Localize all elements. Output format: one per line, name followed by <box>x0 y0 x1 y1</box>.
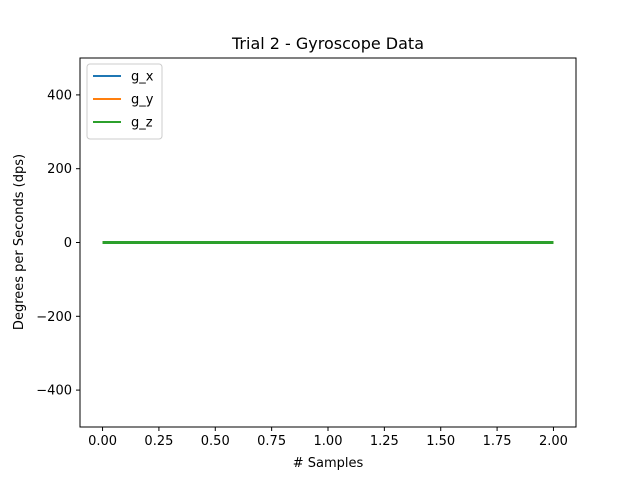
x-tick-label: 1.50 <box>426 434 455 449</box>
chart-title: Trial 2 - Gyroscope Data <box>231 34 424 53</box>
legend: g_x g_y g_z <box>86 63 163 140</box>
x-axis-ticks: 0.00 0.25 0.50 0.75 1.00 1.25 1.50 1.75 2.00 <box>88 427 568 449</box>
x-tick-label: 0.25 <box>144 434 173 449</box>
legend-box <box>86 63 163 140</box>
x-tick-label: 0.00 <box>88 434 117 449</box>
x-tick-label: 1.00 <box>314 434 343 449</box>
y-tick-label: −200 <box>36 310 72 325</box>
legend-label-g-z: g_z <box>131 116 153 131</box>
x-axis-label: # Samples <box>293 456 364 471</box>
x-tick-label: 2.00 <box>539 434 568 449</box>
y-tick-label: 0 <box>64 236 72 251</box>
legend-label-g-y: g_y <box>131 93 154 108</box>
x-tick-label: 1.75 <box>483 434 512 449</box>
x-tick-label: 0.50 <box>201 434 230 449</box>
y-tick-label: 200 <box>47 162 72 177</box>
y-axis-label: Degrees per Seconds (dps) <box>12 154 27 330</box>
x-tick-label: 0.75 <box>257 434 286 449</box>
legend-label-g-x: g_x <box>131 70 154 85</box>
y-tick-label: 400 <box>47 88 72 103</box>
y-axis-ticks: −400 −200 0 200 400 <box>36 88 80 399</box>
x-tick-label: 1.25 <box>370 434 399 449</box>
y-tick-label: −400 <box>36 384 72 399</box>
